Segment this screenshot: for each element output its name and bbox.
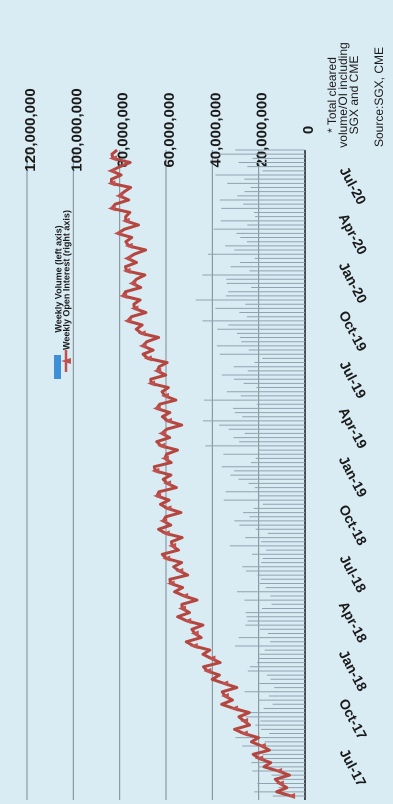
open-interest-point	[190, 630, 199, 637]
open-interest-point	[189, 642, 198, 649]
open-interest-point	[161, 530, 170, 537]
open-interest-point	[183, 617, 192, 624]
legend-label-volume: Weekly Volume (left axis)	[53, 225, 63, 332]
open-interest-point	[162, 555, 171, 562]
open-interest-point	[163, 480, 172, 487]
open-interest-point	[108, 155, 117, 162]
open-interest-point	[153, 367, 162, 374]
open-interest-point	[122, 267, 131, 274]
open-interest-point	[124, 242, 133, 249]
open-interest-point	[163, 417, 172, 424]
open-interest-point	[175, 567, 184, 574]
open-interest-point	[180, 592, 189, 599]
right-axis-tick-label: 100,000,000	[68, 88, 85, 171]
legend-swatch-volume	[54, 355, 61, 379]
open-interest-point	[203, 667, 212, 674]
footnote-line: volume/OI including	[336, 42, 350, 147]
right-axis-tick-label: 120,000,000	[22, 88, 39, 171]
right-axis-tick-label: 0	[300, 126, 317, 134]
open-interest-point	[274, 767, 283, 774]
open-interest-point	[168, 542, 177, 549]
footnote-line: SGX and CME	[347, 56, 361, 135]
legend-label-open-interest: Weekly Open Interest (right axis)	[61, 210, 71, 350]
open-interest-point	[157, 442, 166, 449]
open-interest-point	[128, 280, 137, 287]
open-interest-point	[157, 430, 166, 437]
open-interest-point	[107, 167, 116, 174]
open-interest-point	[107, 180, 116, 187]
open-interest-point	[207, 655, 216, 662]
open-interest-point	[123, 255, 132, 262]
legend-marker-open-interest	[61, 358, 71, 364]
open-interest-point	[255, 755, 264, 762]
open-interest-point	[107, 205, 116, 212]
open-interest-point	[115, 192, 124, 199]
open-interest-point	[220, 692, 229, 699]
open-interest-point	[257, 742, 266, 749]
open-interest-point	[138, 342, 147, 349]
open-interest-point	[137, 330, 146, 337]
open-interest-point	[229, 705, 238, 712]
open-interest-point	[121, 217, 130, 224]
right-axis-tick-label: 40,000,000	[207, 92, 224, 167]
right-axis-tick-label: 60,000,000	[161, 92, 178, 167]
open-interest-point	[220, 680, 229, 687]
open-interest-point	[275, 780, 284, 787]
open-interest-point	[152, 405, 161, 412]
open-interest-point	[147, 380, 156, 387]
footnote-line: * Total cleared	[325, 57, 339, 133]
right-axis-tick-label: 80,000,000	[115, 92, 132, 167]
right-axis-tick-label: 20,000,000	[254, 92, 271, 167]
source-text: Source:SGX, CME	[372, 47, 386, 147]
open-interest-point	[159, 517, 168, 524]
open-interest-point	[153, 492, 162, 499]
open-interest-point	[113, 230, 122, 237]
open-interest-point	[287, 793, 296, 799]
open-interest-point	[240, 717, 249, 724]
open-interest-point	[166, 580, 175, 587]
open-interest-point	[123, 317, 132, 324]
open-interest-point	[163, 505, 172, 512]
open-interest-point	[151, 467, 160, 474]
open-interest-point	[119, 292, 128, 299]
open-interest-point	[160, 392, 169, 399]
open-interest-point	[239, 730, 248, 737]
open-interest-point	[160, 455, 169, 462]
open-interest-point	[130, 305, 139, 312]
open-interest-point	[177, 605, 186, 612]
open-interest-point	[143, 355, 152, 362]
